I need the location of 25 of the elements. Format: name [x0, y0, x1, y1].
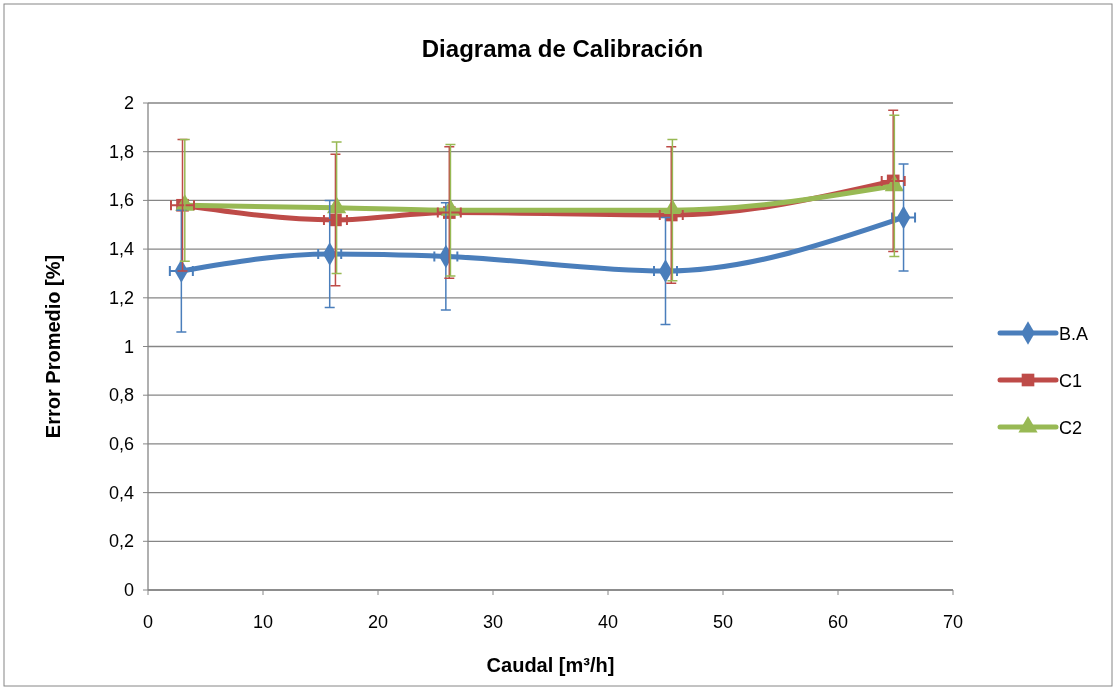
y-tick-label: 1,8	[108, 141, 134, 162]
y-axis-title: Error Promedio [%]	[42, 254, 64, 439]
x-tick-label: 60	[827, 612, 849, 632]
y-tick-label: 2	[123, 93, 134, 113]
y-tick-label: 0,2	[108, 531, 134, 552]
y-tick-label: 0,4	[108, 482, 134, 503]
x-tick-label: 30	[482, 612, 504, 632]
x-tick-label: 70	[942, 612, 964, 632]
x-tick-label: 10	[252, 612, 274, 632]
y-tick-label: 1,4	[108, 239, 134, 260]
x-axis-title: Caudal [m³/h]	[486, 654, 615, 676]
y-tick-label: 0,6	[108, 433, 134, 454]
y-tick-label: 1,2	[108, 287, 134, 308]
y-tick-label: 0,8	[108, 385, 134, 406]
x-tick-label: 50	[712, 612, 734, 632]
legend-label: B.A	[1059, 324, 1089, 344]
legend-label: C1	[1059, 371, 1083, 391]
x-tick-label: 0	[142, 612, 154, 632]
chart-title: Diagrama de Calibración	[421, 35, 704, 62]
y-tick-label: 1,6	[108, 190, 134, 211]
y-tick-label: 1	[123, 336, 134, 357]
x-tick-label: 40	[597, 612, 619, 632]
legend-label: C2	[1059, 418, 1083, 438]
x-tick-label: 20	[367, 612, 389, 632]
y-tick-label: 0	[123, 580, 134, 600]
